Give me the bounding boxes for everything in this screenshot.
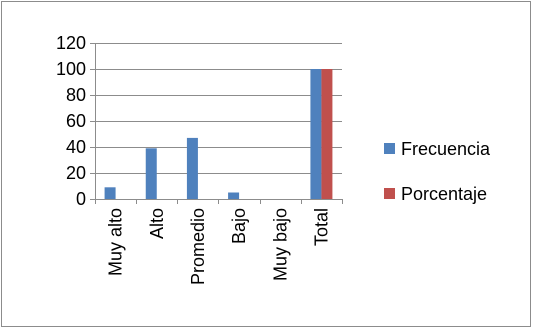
axes bbox=[90, 43, 343, 204]
legend-swatch bbox=[384, 143, 395, 154]
y-tick-label: 20 bbox=[66, 163, 86, 183]
x-tick-label: Bajo bbox=[229, 208, 249, 244]
y-tick-label: 100 bbox=[56, 59, 86, 79]
x-tick-label: Total bbox=[311, 208, 331, 246]
legend-swatch bbox=[384, 188, 395, 199]
bar-frecuencia-bajo bbox=[228, 192, 240, 199]
y-tick-label: 80 bbox=[66, 85, 86, 105]
bar-frecuencia-muy-alto bbox=[104, 187, 116, 199]
y-tick-label: 60 bbox=[66, 111, 86, 131]
x-tick-label: Promedio bbox=[188, 208, 208, 285]
x-tick-label: Muy bajo bbox=[270, 208, 290, 281]
legend: Frecuencia Porcentaje bbox=[384, 139, 491, 204]
x-tick-label: Muy alto bbox=[106, 208, 126, 276]
bar-frecuencia-alto bbox=[145, 148, 157, 199]
bar-porcentaje-total bbox=[321, 69, 333, 199]
bar-frecuencia-promedio bbox=[186, 137, 198, 199]
x-tick-labels: Muy alto Alto Promedio Bajo Muy bajo Total bbox=[106, 208, 332, 285]
x-tick-label: Alto bbox=[147, 208, 167, 239]
y-tick-label: 0 bbox=[76, 189, 86, 209]
y-tick-label: 40 bbox=[66, 137, 86, 157]
gridlines bbox=[95, 43, 342, 174]
y-tick-label: 120 bbox=[56, 33, 86, 53]
legend-label: Frecuencia bbox=[401, 139, 491, 159]
bar-frecuencia-total bbox=[310, 69, 322, 199]
y-tick-labels: 0 20 40 60 80 100 120 bbox=[56, 33, 86, 209]
legend-label: Porcentaje bbox=[401, 184, 487, 204]
bars bbox=[104, 69, 333, 199]
